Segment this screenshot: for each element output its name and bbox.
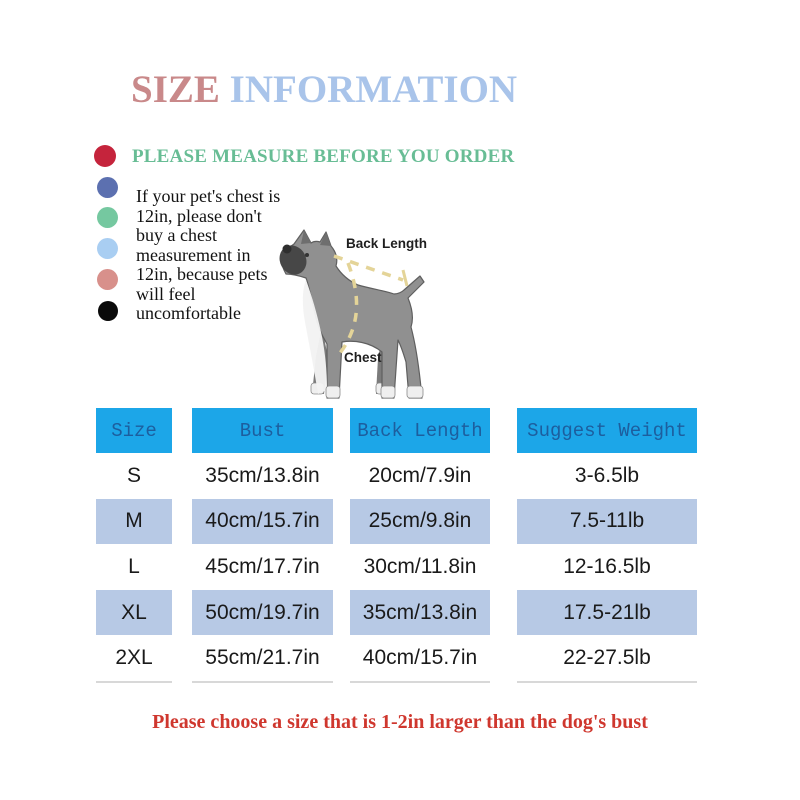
- table-column-back-length: Back Length 20cm/7.9in 25cm/9.8in 30cm/1…: [350, 408, 490, 683]
- red-dot-icon: [94, 145, 116, 167]
- table-header-cell-bust: Bust: [192, 408, 333, 453]
- table-cell: 22-27.5lb: [517, 635, 697, 681]
- table-cell: 35cm/13.8in: [350, 589, 490, 636]
- dog-diagram: [276, 228, 438, 404]
- table-cell: S: [96, 453, 172, 499]
- back-length-label: Back Length: [346, 236, 428, 251]
- back-length-dash-line: [333, 254, 409, 287]
- indigo-dot-icon: [97, 177, 118, 198]
- table-header-cell-suggest-weight: Suggest Weight: [517, 408, 697, 453]
- table-cell: 50cm/19.7in: [192, 589, 333, 636]
- table-column-suggest-weight: Suggest Weight 3-6.5lb 7.5-11lb 12-16.5l…: [517, 408, 697, 683]
- table-cell: 30cm/11.8in: [350, 544, 490, 590]
- table-cell: 35cm/13.8in: [192, 453, 333, 499]
- title-information: INFORMATION: [219, 68, 518, 111]
- green-dot-icon: [97, 207, 118, 228]
- table-cell: 20cm/7.9in: [350, 453, 490, 499]
- salmon-dot-icon: [97, 269, 118, 290]
- chest-dash-line: [338, 262, 359, 355]
- title-size: SIZE: [131, 68, 220, 111]
- table-cell: 7.5-11lb: [517, 498, 697, 545]
- table-cell: 45cm/17.7in: [192, 544, 333, 590]
- table-cell: XL: [96, 589, 172, 636]
- pet-chest-note: If your pet's chest is 12in, please don'…: [136, 186, 281, 323]
- page-title: SIZE INFORMATION: [131, 68, 518, 112]
- table-column-size: Size S M L XL 2XL: [96, 408, 172, 683]
- table-cell: M: [96, 498, 172, 545]
- table-cell: 25cm/9.8in: [350, 498, 490, 545]
- table-column-bust: Bust 35cm/13.8in 40cm/15.7in 45cm/17.7in…: [192, 408, 333, 683]
- footer-note: Please choose a size that is 1-2in large…: [152, 711, 648, 733]
- table-cell: 40cm/15.7in: [192, 498, 333, 545]
- table-cell: 17.5-21lb: [517, 589, 697, 636]
- table-header-cell-size: Size: [96, 408, 172, 453]
- light-blue-dot-icon: [97, 238, 118, 259]
- table-cell: 3-6.5lb: [517, 453, 697, 499]
- black-dot-icon: [98, 301, 118, 321]
- table-cell: 55cm/21.7in: [192, 635, 333, 681]
- chest-label: Chest: [344, 350, 382, 365]
- dog-illustration-icon: [279, 229, 425, 399]
- table-header-cell-back-length: Back Length: [350, 408, 490, 453]
- table-cell: 40cm/15.7in: [350, 635, 490, 681]
- table-cell: L: [96, 544, 172, 590]
- size-table: Size S M L XL 2XL Bust 35cm/13.8in 40cm/…: [96, 408, 697, 683]
- table-cell: 12-16.5lb: [517, 544, 697, 590]
- table-cell: 2XL: [96, 635, 172, 681]
- measure-notice-heading: PLEASE MEASURE BEFORE YOU ORDER: [132, 146, 515, 167]
